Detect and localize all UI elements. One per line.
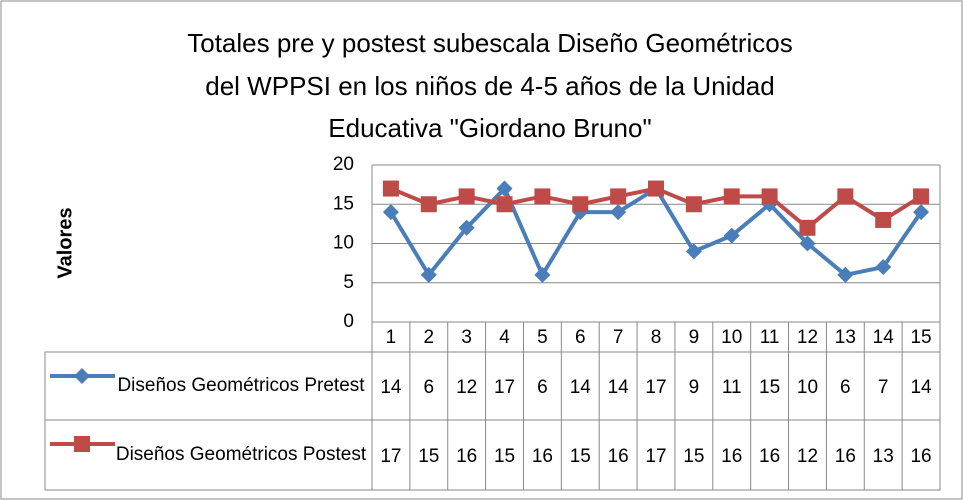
table-value: 6 bbox=[840, 377, 851, 398]
table-value: 17 bbox=[645, 446, 666, 467]
table-value: 16 bbox=[759, 446, 780, 467]
y-tick-label: 15 bbox=[333, 193, 354, 214]
x-tick-label: 3 bbox=[461, 327, 472, 348]
data-point bbox=[610, 204, 627, 221]
data-point bbox=[799, 235, 816, 252]
x-tick-label: 13 bbox=[835, 327, 856, 348]
table-value: 17 bbox=[645, 377, 666, 398]
data-point bbox=[420, 196, 437, 213]
table-value: 15 bbox=[759, 377, 780, 398]
data-point bbox=[458, 188, 475, 205]
table-value: 10 bbox=[797, 377, 818, 398]
x-tick-label: 4 bbox=[499, 327, 510, 348]
x-tick-label: 12 bbox=[797, 327, 818, 348]
legend-text: Diseños Geométricos Postest bbox=[115, 444, 367, 465]
table-value: 15 bbox=[418, 446, 439, 467]
table-value: 14 bbox=[608, 377, 630, 398]
table-value: 16 bbox=[608, 446, 629, 467]
x-tick-label: 7 bbox=[613, 327, 624, 348]
table-value: 12 bbox=[456, 377, 477, 398]
data-point bbox=[685, 196, 702, 213]
y-tick-label: 5 bbox=[343, 272, 354, 293]
x-tick-label: 5 bbox=[537, 327, 548, 348]
data-point bbox=[420, 266, 437, 283]
x-tick-label: 8 bbox=[651, 327, 662, 348]
chart-title: Totales pre y postest subescala Diseño G… bbox=[187, 28, 793, 58]
table-value: 6 bbox=[424, 377, 435, 398]
table-value: 7 bbox=[878, 377, 889, 398]
data-point bbox=[648, 180, 664, 197]
table-value: 13 bbox=[873, 446, 894, 467]
y-tick-label: 10 bbox=[333, 233, 354, 254]
x-tick-label: 11 bbox=[760, 327, 780, 348]
table-value: 14 bbox=[570, 377, 592, 398]
x-tick-label: 9 bbox=[689, 327, 700, 348]
y-axis-title: Valores bbox=[54, 207, 76, 278]
data-point bbox=[723, 227, 740, 244]
table-value: 14 bbox=[910, 377, 932, 398]
chart-title: Educativa "Giordano Bruno" bbox=[328, 113, 651, 143]
y-tick-label: 20 bbox=[333, 154, 354, 175]
data-point bbox=[534, 266, 551, 283]
data-point bbox=[723, 188, 740, 205]
table-value: 14 bbox=[380, 377, 402, 398]
table-value: 16 bbox=[835, 446, 856, 467]
data-point bbox=[875, 211, 892, 228]
data-point bbox=[534, 188, 551, 205]
data-point bbox=[610, 188, 627, 205]
legend-label: Diseños Geométricos Postest bbox=[115, 444, 367, 465]
data-point bbox=[458, 219, 475, 236]
table-value: 16 bbox=[910, 446, 931, 467]
data-point bbox=[837, 188, 854, 205]
data-point bbox=[913, 188, 930, 205]
table-value: 12 bbox=[797, 446, 818, 467]
legend-marker bbox=[74, 436, 90, 452]
data-point bbox=[799, 219, 816, 236]
data-point bbox=[496, 180, 513, 197]
table-value: 15 bbox=[494, 446, 515, 467]
data-point bbox=[685, 243, 702, 260]
x-tick-label: 6 bbox=[575, 327, 586, 348]
data-point bbox=[761, 188, 778, 205]
x-tick-label: 2 bbox=[424, 327, 435, 348]
table-value: 9 bbox=[689, 377, 700, 398]
legend-label: Diseños Geométricos Pretest bbox=[117, 375, 365, 396]
data-point bbox=[382, 204, 399, 221]
x-tick-label: 14 bbox=[873, 327, 895, 348]
table-value: 16 bbox=[532, 446, 553, 467]
table-value: 16 bbox=[721, 446, 742, 467]
table-value: 17 bbox=[380, 446, 401, 467]
table-value: 11 bbox=[722, 377, 742, 398]
legend-marker bbox=[74, 368, 90, 384]
x-tick-label: 10 bbox=[721, 327, 742, 348]
data-point bbox=[572, 196, 589, 213]
data-point bbox=[382, 180, 399, 197]
y-tick-label: 0 bbox=[343, 311, 354, 332]
x-tick-label: 15 bbox=[910, 327, 931, 348]
data-point bbox=[496, 196, 513, 213]
table-value: 15 bbox=[683, 446, 704, 467]
data-point bbox=[837, 266, 854, 283]
legend-text: Diseños Geométricos Pretest bbox=[117, 375, 365, 396]
chart-title: del WPPSI en los niños de 4-5 años de la… bbox=[205, 71, 774, 101]
table-value: 6 bbox=[537, 377, 548, 398]
table-value: 15 bbox=[570, 446, 591, 467]
x-tick-label: 1 bbox=[386, 327, 397, 348]
table-value: 17 bbox=[494, 377, 515, 398]
data-point bbox=[875, 259, 892, 276]
table-value: 16 bbox=[456, 446, 477, 467]
data-point bbox=[913, 204, 930, 221]
